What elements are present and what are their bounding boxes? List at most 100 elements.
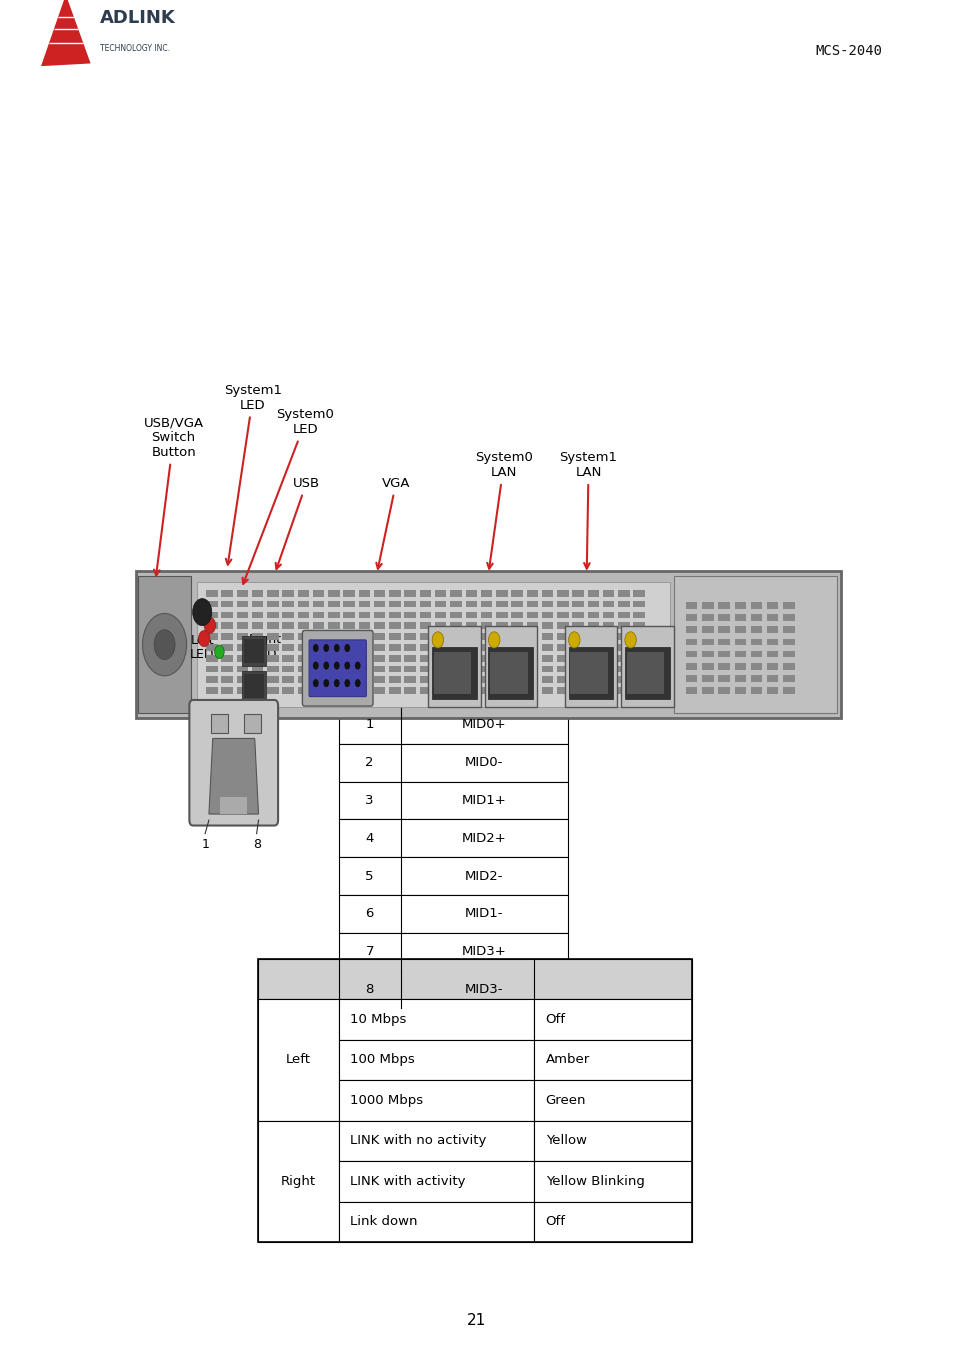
Bar [557,676,568,683]
Bar [618,601,629,608]
Bar [206,622,217,629]
Bar [206,644,217,651]
Bar [782,675,794,682]
Bar [252,666,263,672]
Bar [511,676,522,683]
Bar [496,676,507,683]
Bar [267,655,278,662]
Bar [282,633,294,640]
Bar [358,612,370,618]
Circle shape [334,644,339,652]
Text: USB/VGA
Switch
Button: USB/VGA Switch Button [143,416,204,575]
Bar [252,655,263,662]
Circle shape [323,662,329,670]
Bar [633,655,644,662]
Bar [496,590,507,597]
Bar [221,666,233,672]
Bar [338,999,534,1040]
Bar [718,639,729,645]
Bar [432,647,476,699]
Bar [313,590,324,597]
Bar [404,676,416,683]
Bar [572,590,583,597]
Bar [602,687,614,694]
Text: Amber: Amber [545,1053,589,1066]
Bar [465,687,476,694]
Bar [496,655,507,662]
Bar [480,601,492,608]
Bar [419,590,431,597]
Bar [626,652,663,694]
Bar [526,590,537,597]
Bar [196,582,669,707]
Text: Yellow Blinking: Yellow Blinking [545,1174,644,1188]
FancyBboxPatch shape [309,640,366,697]
Bar [236,612,248,618]
Bar [428,626,480,707]
Bar [328,601,339,608]
Bar [267,633,278,640]
Bar [618,655,629,662]
Bar [766,651,778,657]
Bar [624,647,669,699]
Bar [602,633,614,640]
Bar [618,666,629,672]
Bar [587,687,598,694]
Bar [206,655,217,662]
Bar [685,614,697,621]
Bar [685,639,697,645]
Text: LINK with activity: LINK with activity [350,1174,465,1188]
Bar [750,651,761,657]
Bar [313,601,324,608]
Bar [618,687,629,694]
Bar [435,601,446,608]
Bar [450,687,461,694]
Bar [534,999,691,1040]
Bar [138,576,191,713]
Bar [782,663,794,670]
Bar [480,633,492,640]
Bar [450,622,461,629]
Bar [685,687,697,694]
Bar [252,590,263,597]
Bar [496,612,507,618]
Bar [602,644,614,651]
Circle shape [313,679,318,687]
Bar [343,687,355,694]
Bar [480,622,492,629]
Bar [236,644,248,651]
Text: 10 Mbps: 10 Mbps [350,1012,406,1026]
Bar [587,590,598,597]
Bar [221,622,233,629]
Bar [750,687,761,694]
Bar [267,644,278,651]
Bar [633,676,644,683]
Bar [435,622,446,629]
Bar [136,571,841,718]
Bar [572,644,583,651]
Bar [685,626,697,633]
Text: Left
LED: Left LED [190,633,214,662]
Circle shape [153,629,174,660]
Circle shape [313,662,318,670]
Bar [252,612,263,618]
Bar [541,687,553,694]
Bar [297,590,309,597]
Bar [282,622,294,629]
Text: USB: USB [275,477,319,568]
Bar [419,622,431,629]
Bar [374,676,385,683]
Text: MID0-: MID0- [464,756,503,770]
Bar [338,782,567,819]
Bar [480,666,492,672]
Text: 1: 1 [201,837,209,850]
Bar [465,622,476,629]
Bar [782,614,794,621]
Bar [450,676,461,683]
Circle shape [323,644,329,652]
Bar [701,675,713,682]
Bar [389,590,400,597]
Bar [328,666,339,672]
Bar [534,1080,691,1120]
Bar [568,647,613,699]
